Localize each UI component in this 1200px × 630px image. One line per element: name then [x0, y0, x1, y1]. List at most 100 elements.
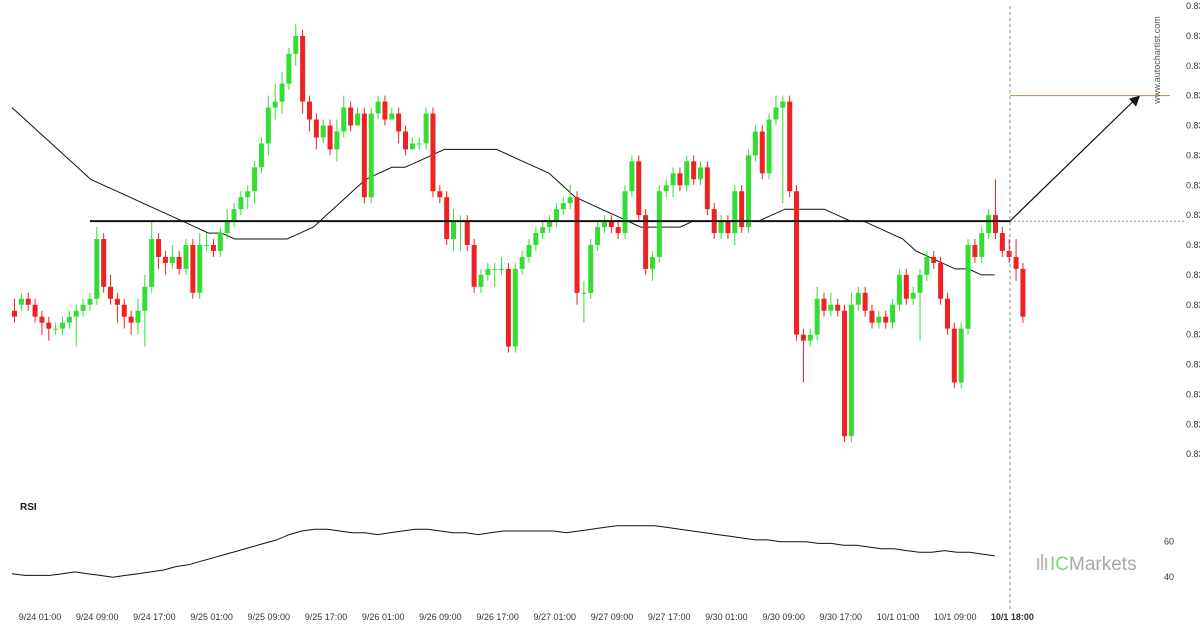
candle-body: [258, 143, 264, 168]
candle: [66, 310, 72, 329]
candle: [828, 292, 834, 317]
candle: [663, 179, 669, 198]
candle: [162, 250, 168, 275]
candle: [210, 239, 216, 257]
candle-body: [615, 227, 621, 234]
candle: [704, 161, 710, 216]
candle-body: [361, 113, 367, 198]
axis-layer: 0.8375 0.8370 0.8365 0.8360 0.8355 0.8350 0.83…: [19, 1, 1200, 622]
candle: [883, 310, 889, 329]
candle-body: [924, 256, 930, 275]
candle: [313, 113, 319, 150]
candle: [787, 95, 793, 198]
candle-body: [553, 209, 559, 222]
candle-body: [656, 191, 662, 257]
candle-body: [190, 245, 196, 293]
candle-body: [896, 274, 902, 305]
candle-body: [684, 161, 690, 186]
candle: [87, 292, 93, 311]
candle-body: [348, 107, 354, 126]
candle-body: [108, 286, 114, 299]
candle-body: [725, 221, 731, 234]
candle: [94, 227, 100, 305]
candle: [416, 137, 422, 150]
candle: [471, 239, 477, 293]
candle-body: [12, 310, 17, 317]
candle: [931, 250, 937, 269]
candle: [258, 137, 264, 174]
time-tick-label: 9/25 01:00: [190, 612, 233, 622]
candle-body: [66, 316, 72, 323]
candle-body: [430, 113, 436, 192]
candle: [965, 239, 971, 335]
candle-body: [169, 256, 175, 263]
candle-body: [828, 304, 834, 311]
candle: [46, 316, 52, 341]
candle: [794, 185, 800, 341]
candle: [739, 185, 745, 234]
candle-body: [403, 131, 409, 150]
price-tick-label: 0.8350: [1186, 150, 1200, 160]
rsi-tick-label: 60: [1164, 537, 1174, 547]
price-tick-label: 0.8365: [1186, 61, 1200, 71]
candle: [842, 304, 848, 443]
price-tick-label: 0.8330: [1186, 270, 1200, 280]
candle-body: [759, 131, 765, 174]
candle-body: [231, 209, 237, 222]
candle: [588, 239, 594, 299]
candle-body: [595, 227, 601, 245]
candle: [636, 155, 642, 222]
candle-body: [704, 167, 710, 210]
candle-body: [382, 101, 388, 120]
price-tick-label: 0.8355: [1186, 121, 1200, 131]
candle: [752, 125, 758, 162]
time-tick-label: 9/30 17:00: [820, 612, 863, 622]
candle-body: [739, 191, 745, 228]
candle-body: [437, 191, 443, 198]
candle-body: [842, 310, 848, 437]
candle: [272, 83, 278, 120]
candle: [574, 191, 580, 305]
candle-body: [588, 245, 594, 293]
candle: [108, 274, 114, 305]
candle-body: [526, 245, 532, 257]
candle-body: [87, 298, 93, 305]
candle: [80, 298, 86, 317]
candle: [444, 191, 450, 245]
time-tick-label: 9/24 01:00: [19, 612, 62, 622]
candle-body: [773, 107, 779, 120]
candle: [800, 328, 806, 383]
candle-body: [643, 215, 649, 269]
candle: [355, 107, 360, 126]
candle: [691, 155, 697, 186]
candle: [142, 274, 148, 347]
candle-body: [848, 304, 854, 437]
rsi-label: RSI: [20, 502, 37, 513]
candle: [773, 95, 779, 126]
candle: [252, 161, 258, 204]
candle: [835, 298, 841, 317]
candle-body: [471, 245, 477, 287]
candle-body: [32, 304, 38, 317]
candle: [382, 95, 388, 126]
candle: [979, 227, 985, 263]
candle-body: [492, 268, 498, 270]
candle: [595, 221, 601, 251]
brand-logo-text: ICMarkets: [1050, 554, 1137, 575]
candle: [437, 185, 443, 204]
candle: [869, 304, 875, 329]
candle-body: [327, 125, 333, 150]
candle-body: [512, 268, 518, 347]
candle-body: [581, 292, 587, 294]
candle-body: [320, 125, 326, 138]
candle: [526, 239, 532, 263]
candle: [896, 268, 902, 311]
candle: [1006, 239, 1012, 263]
candle-body: [814, 298, 820, 335]
candle-body: [972, 245, 978, 257]
candle-body: [375, 101, 381, 114]
candle-body: [999, 233, 1005, 251]
candle-body: [464, 221, 470, 245]
candle: [485, 262, 491, 281]
candle: [986, 209, 992, 240]
